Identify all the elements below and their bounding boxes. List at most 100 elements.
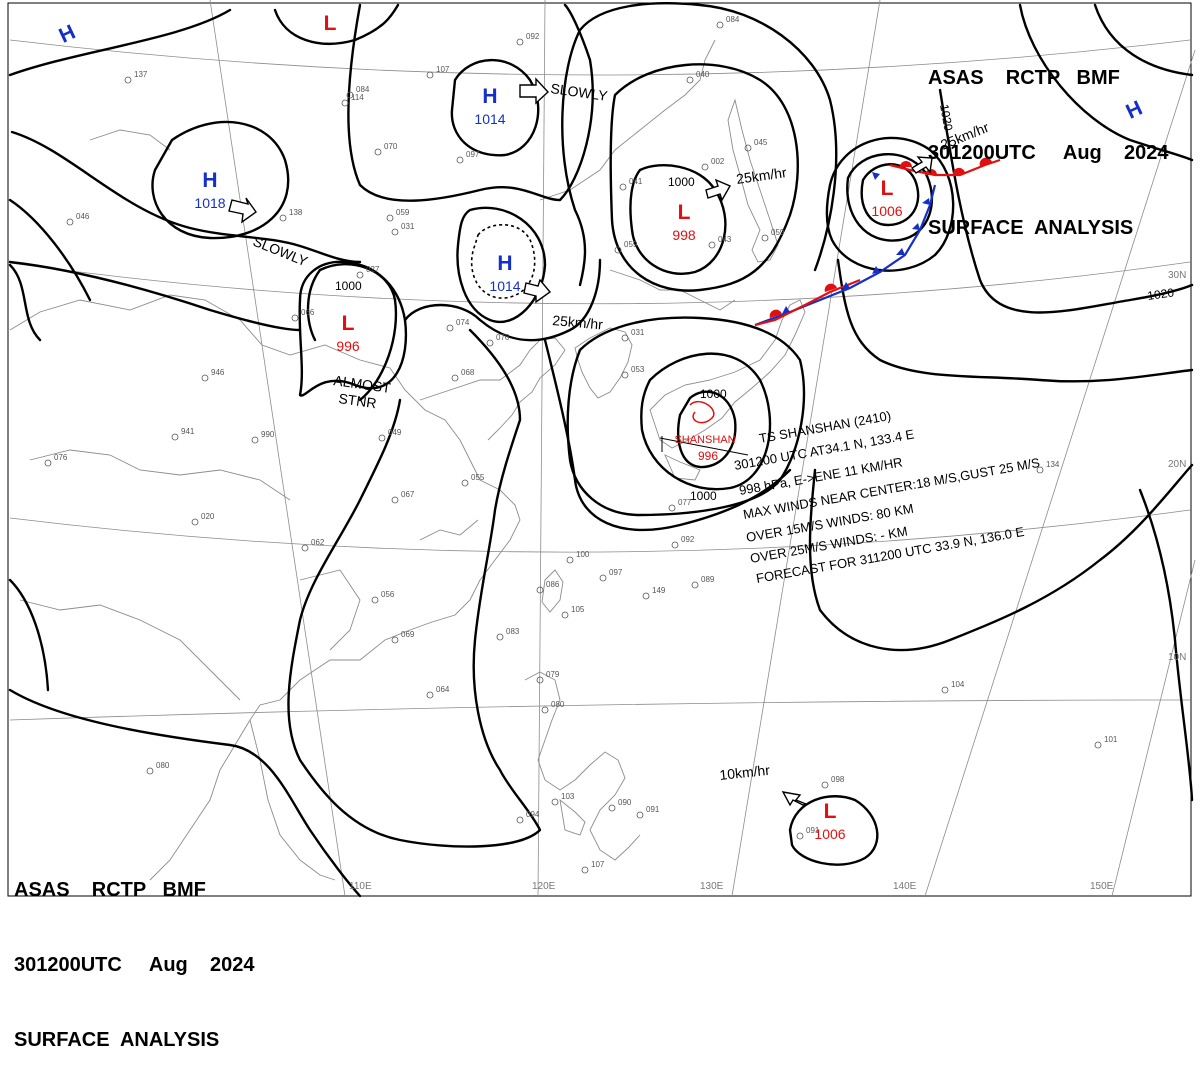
station-pressure: 031 [631,328,645,337]
isobar [629,163,727,275]
station-marker [708,241,716,249]
isobar [8,8,232,77]
station-marker [701,163,709,171]
station-pressure: 059 [624,240,638,249]
station-pressure: 137 [134,70,148,79]
station-marker [516,816,524,824]
isobar-label: 1020 [937,103,955,132]
station-pressure: 098 [831,775,845,784]
station-marker [561,611,569,619]
isobar [609,63,799,292]
center-pressure-value: 1006 [814,826,845,842]
isobar [808,463,1194,652]
station-marker [456,156,464,164]
isobar [846,152,934,242]
station-marker [796,832,804,840]
station-marker [171,433,179,441]
isobar [298,260,408,397]
station-marker [391,496,399,504]
longitude-label: 130E [700,881,724,892]
isobars [8,2,1194,898]
station-pressure: 094 [526,810,540,819]
isobar [287,328,542,848]
station-marker [619,183,627,191]
station-pressure: 062 [311,538,325,547]
station-pressure: 084 [356,85,370,94]
station-pressure: 076 [496,333,510,342]
station-pressure: 002 [711,157,725,166]
low-pressure-center: L [824,800,837,823]
motion-arrow [910,156,933,174]
station-marker [691,581,699,589]
station-pressure: 066 [301,308,315,317]
header-line-3: SURFACE ANALYSIS [928,217,1134,239]
motion-arrow [781,791,809,807]
isobar [8,260,302,342]
station-marker [668,504,676,512]
isobar-label: 1000 [335,279,362,293]
station-pressure: 069 [401,630,415,639]
motion-arrow [523,278,552,304]
motion-label: 10km/hr [719,762,771,783]
station-marker [341,99,349,107]
isobar [450,58,540,157]
high-pressure-center: H [482,85,497,108]
motion-arrows [228,77,933,807]
station-pressure: 103 [561,792,575,801]
station-pressure: 083 [506,627,520,636]
station-pressure: 080 [551,700,565,709]
isobar [456,206,547,323]
low-pressure-center: L [678,201,691,224]
center-pressure-value: 1018 [194,195,225,211]
low-pressure-center: L [881,177,894,200]
map-frame [7,2,1192,897]
station-pressure: 990 [261,430,275,439]
low-pressure-center: L [342,312,355,335]
station-marker [566,556,574,564]
station-marker [66,218,74,226]
isobar [825,136,955,272]
station-marker [451,374,459,382]
station-marker [386,214,394,222]
typhoon-name-label: SHANSHAN [674,434,735,446]
station-marker [1036,466,1044,474]
station-pressure: 107 [436,65,450,74]
station-pressure: 055 [471,473,485,482]
station-marker [536,676,544,684]
station-pressure: 027 [366,265,380,274]
isobar [273,3,400,45]
station-marker [608,804,616,812]
typhoon-pressure-label: 996 [698,449,718,463]
station-marker [251,436,259,444]
station-marker [686,76,694,84]
station-pressure: 049 [388,428,402,437]
station-pressure: 104 [951,680,965,689]
station-pressure: 031 [401,222,415,231]
center-pressure-value: 1014 [474,111,505,127]
station-marker [744,144,752,152]
station-pressure: 092 [681,535,695,544]
station-pressure: 059 [771,228,785,237]
station-marker [536,586,544,594]
station-marker [1094,741,1102,749]
motion-arrow [519,77,549,105]
station-pressure: 089 [701,575,715,584]
station-pressure: 040 [696,70,710,79]
center-pressure-value: 996 [336,338,360,354]
station-marker [426,691,434,699]
station-pressure: 100 [576,550,590,559]
isobar [403,258,602,342]
station-marker [374,148,382,156]
station-pressure: 091 [646,805,660,814]
station-marker [541,706,549,714]
station-marker [716,21,724,29]
typhoon-symbol-icon [689,400,715,424]
station-pressure: 074 [456,318,470,327]
station-pressure: 056 [381,590,395,599]
station-pressure: 097 [609,568,623,577]
graticule [9,0,1196,897]
header-line-2: 301200UTC Aug 2024 [14,954,255,976]
longitude-label: 120E [532,881,556,892]
station-marker [614,246,622,254]
motion-label: 25km/hr [735,164,788,187]
